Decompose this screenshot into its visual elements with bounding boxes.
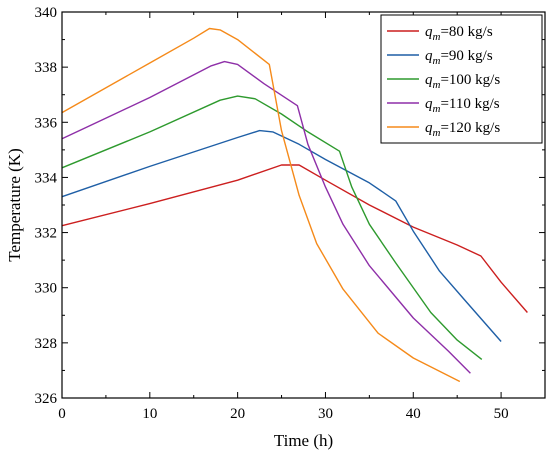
legend-symbol: q <box>425 120 433 136</box>
x-tick-label: 0 <box>58 406 66 422</box>
legend-value: =110 kg/s <box>440 96 499 112</box>
legend-subscript: m <box>433 103 441 115</box>
legend-value: =90 kg/s <box>440 48 492 64</box>
series-line-2 <box>61 129 502 342</box>
legend-subscript: m <box>433 127 441 139</box>
y-tick-label: 326 <box>35 391 58 407</box>
legend-symbol: q <box>425 72 433 88</box>
x-axis-title: Time (h) <box>274 431 333 450</box>
x-tick-label: 50 <box>494 406 509 422</box>
series-line-3 <box>61 95 483 360</box>
y-tick-label: 330 <box>35 281 58 297</box>
series-line-1 <box>61 164 528 313</box>
x-tick-label: 10 <box>142 406 157 422</box>
legend-value: =80 kg/s <box>440 24 492 40</box>
y-tick-label: 340 <box>35 5 58 21</box>
legend-label: qm=110 kg/s <box>425 96 500 115</box>
legend-symbol: q <box>425 24 433 40</box>
y-axis-title: Temperature (K) <box>5 148 24 262</box>
legend: qm=80 kg/sqm=90 kg/sqm=100 kg/sqm=110 kg… <box>380 14 543 144</box>
legend-subscript: m <box>433 31 441 43</box>
legend-label: qm=90 kg/s <box>425 48 493 67</box>
y-ticks: 326 328 330 332 334 336 338 340 <box>35 5 545 407</box>
legend-symbol: q <box>425 48 433 64</box>
legend-value: =100 kg/s <box>440 72 500 88</box>
legend-symbol: q <box>425 96 433 112</box>
x-tick-label: 30 <box>318 406 333 422</box>
y-tick-label: 328 <box>35 336 58 352</box>
series-lines <box>61 27 528 383</box>
y-tick-label: 338 <box>35 60 58 76</box>
series-line-5 <box>61 27 461 383</box>
legend-subscript: m <box>433 79 441 91</box>
x-ticks: 0 10 20 30 40 50 <box>58 12 509 422</box>
legend-subscript: m <box>433 55 441 67</box>
legend-label: qm=100 kg/s <box>425 72 500 91</box>
legend-value: =120 kg/s <box>440 120 500 136</box>
legend-label: qm=120 kg/s <box>425 120 500 139</box>
legend-label: qm=80 kg/s <box>425 24 493 43</box>
x-tick-label: 20 <box>230 406 245 422</box>
series-line-4 <box>61 60 471 374</box>
y-tick-label: 332 <box>35 226 58 242</box>
x-tick-label: 40 <box>406 406 421 422</box>
y-tick-label: 336 <box>35 115 58 131</box>
y-tick-label: 334 <box>35 170 58 186</box>
